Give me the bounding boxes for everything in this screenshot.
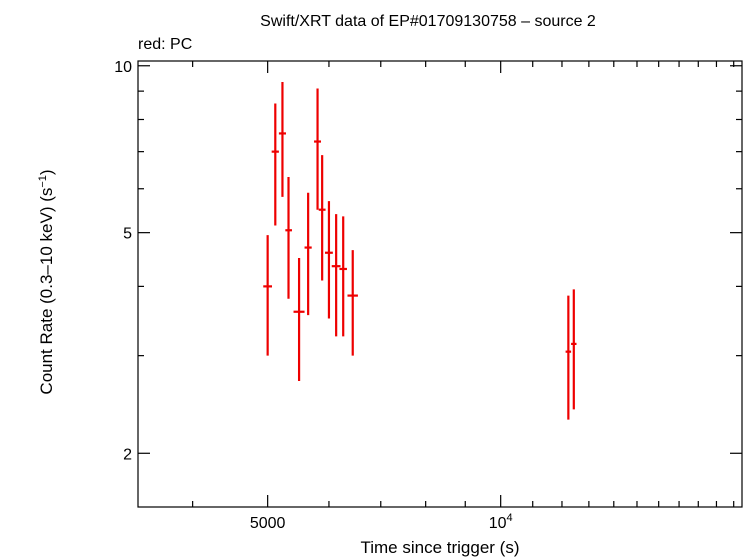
- y-axis-label-close: ): [37, 169, 56, 175]
- data-point: [271, 103, 279, 226]
- data-point: [347, 250, 358, 356]
- data-point: [314, 88, 322, 210]
- x-tick-label: 104: [489, 512, 513, 532]
- y-tick-label: 2: [123, 446, 132, 463]
- data-point: [293, 258, 305, 382]
- data-point: [318, 155, 326, 281]
- data-point: [339, 216, 347, 337]
- y-tick-label: 5: [123, 226, 132, 243]
- data-point: [278, 81, 286, 197]
- chart-subtitle: red: PC: [138, 36, 192, 53]
- y-axis-label: Count Rate (0.3–10 keV) (s−1): [37, 169, 56, 394]
- data-point: [304, 192, 312, 316]
- plot-frame: [137, 60, 743, 508]
- data-point: [263, 235, 272, 356]
- y-axis-label-main: Count Rate (0.3–10 keV) (s: [37, 188, 56, 395]
- x-tick-label: 5000: [250, 515, 286, 532]
- data-point: [325, 201, 333, 319]
- data-point: [565, 295, 572, 420]
- y-tick-label: 10: [114, 59, 132, 76]
- y-axis-label-exponent: −1: [37, 175, 49, 188]
- data-point: [285, 177, 292, 299]
- data-point: [571, 289, 577, 410]
- data-points: [263, 81, 577, 420]
- data-point: [331, 214, 341, 337]
- x-axis-label: Time since trigger (s): [360, 538, 519, 557]
- chart-title: Swift/XRT data of EP#01709130758 – sourc…: [260, 13, 596, 30]
- axis-tick-labels: 5000 104 10 5 2: [114, 59, 512, 532]
- axis-ticks: [138, 61, 742, 507]
